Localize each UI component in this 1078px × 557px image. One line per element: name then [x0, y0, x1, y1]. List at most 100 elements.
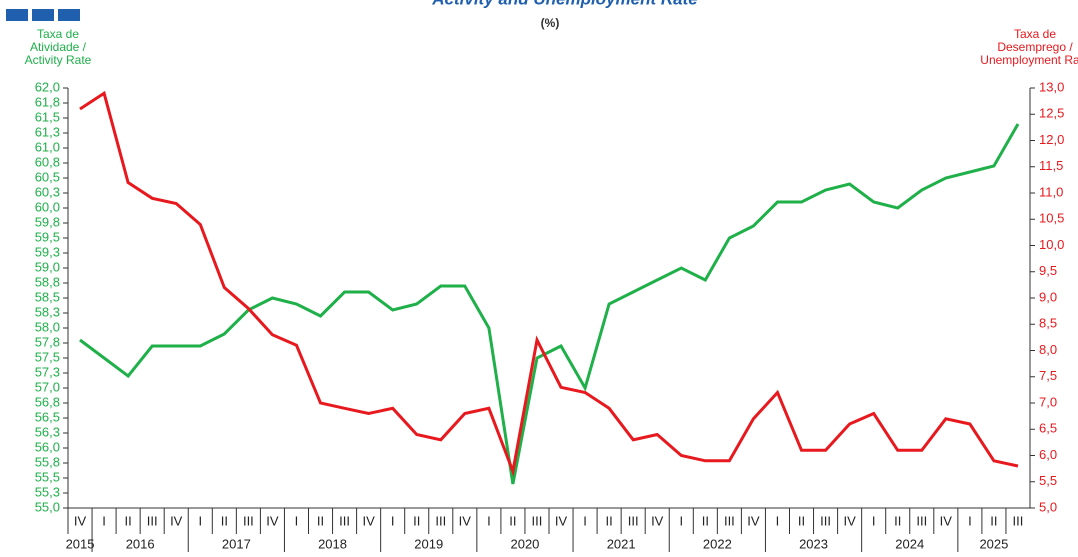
- x-tick-label: I: [295, 513, 299, 528]
- y-tick-label: 59,5: [35, 229, 60, 244]
- y2-tick-label: 12,0: [1039, 132, 1064, 147]
- x-tick-label: IV: [940, 513, 953, 528]
- x-tick-label: I: [872, 513, 876, 528]
- x-tick-label: III: [1013, 513, 1024, 528]
- x-tick-label: I: [198, 513, 202, 528]
- x-tick-label: III: [820, 513, 831, 528]
- x-group-label: 2020: [510, 536, 539, 551]
- x-tick-label: III: [724, 513, 735, 528]
- y2-axis-label: Unemployment Rate: [980, 53, 1078, 67]
- y-tick-label: 57,3: [35, 364, 60, 379]
- y2-tick-label: 5,5: [1039, 473, 1057, 488]
- x-tick-label: I: [391, 513, 395, 528]
- x-tick-label: IV: [74, 513, 87, 528]
- x-tick-label: III: [339, 513, 350, 528]
- x-tick-label: III: [243, 513, 254, 528]
- x-group-label: 2016: [126, 536, 155, 551]
- y2-tick-label: 10,0: [1039, 237, 1064, 252]
- x-group-label: 2023: [799, 536, 828, 551]
- y-tick-label: 56,8: [35, 394, 60, 409]
- x-tick-label: II: [606, 513, 613, 528]
- y-tick-label: 60,3: [35, 184, 60, 199]
- x-tick-label: IV: [555, 513, 568, 528]
- y2-tick-label: 5,0: [1039, 499, 1057, 514]
- x-group-label: 2021: [607, 536, 636, 551]
- logo-bar: [32, 9, 54, 21]
- y-axis-label: Atividade /: [30, 40, 87, 54]
- x-tick-label: II: [221, 513, 228, 528]
- x-tick-label: III: [532, 513, 543, 528]
- y-tick-label: 58,5: [35, 289, 60, 304]
- series-line: [79, 90, 1019, 477]
- x-group-label: 2019: [414, 536, 443, 551]
- y2-tick-label: 6,0: [1039, 447, 1057, 462]
- x-tick-label: II: [894, 513, 901, 528]
- y-tick-label: 57,5: [35, 349, 60, 364]
- y-tick-label: 59,8: [35, 214, 60, 229]
- y-tick-label: 60,5: [35, 169, 60, 184]
- y-tick-label: 61,5: [35, 109, 60, 124]
- x-tick-label: IV: [843, 513, 856, 528]
- y-tick-label: 58,8: [35, 274, 60, 289]
- series-line: [79, 123, 1020, 485]
- x-tick-label: III: [435, 513, 446, 528]
- y2-axis-label: Desemprego /: [997, 40, 1073, 54]
- y2-tick-label: 8,5: [1039, 316, 1057, 331]
- x-group-label: 2018: [318, 536, 347, 551]
- y2-tick-label: 9,5: [1039, 263, 1057, 278]
- y-tick-label: 61,0: [35, 139, 60, 154]
- x-tick-label: I: [679, 513, 683, 528]
- x-tick-label: I: [583, 513, 587, 528]
- y-tick-label: 55,3: [35, 484, 60, 499]
- y2-tick-label: 7,5: [1039, 368, 1057, 383]
- y2-tick-label: 12,5: [1039, 106, 1064, 121]
- x-tick-label: IV: [747, 513, 760, 528]
- y-tick-label: 56,5: [35, 409, 60, 424]
- y-tick-label: 57,8: [35, 334, 60, 349]
- x-group-label: 2025: [979, 536, 1008, 551]
- y-tick-label: 58,3: [35, 304, 60, 319]
- x-tick-label: II: [702, 513, 709, 528]
- x-tick-label: IV: [362, 513, 375, 528]
- y2-tick-label: 9,0: [1039, 289, 1057, 304]
- y-axis-label: Taxa de: [37, 27, 79, 41]
- x-tick-label: III: [916, 513, 927, 528]
- y-tick-label: 55,5: [35, 469, 60, 484]
- x-tick-label: II: [125, 513, 132, 528]
- y2-tick-label: 7,0: [1039, 394, 1057, 409]
- y-axis-label: Activity Rate: [25, 53, 92, 67]
- x-tick-label: IV: [651, 513, 664, 528]
- x-tick-label: II: [990, 513, 997, 528]
- x-group-label: 2015: [66, 536, 95, 551]
- x-group-label: 2024: [895, 536, 924, 551]
- y-tick-label: 60,8: [35, 154, 60, 169]
- x-group-label: 2022: [703, 536, 732, 551]
- y2-axis-label: Taxa de: [1014, 27, 1056, 41]
- y-tick-label: 59,3: [35, 244, 60, 259]
- x-tick-label: II: [317, 513, 324, 528]
- y-tick-label: 56,0: [35, 439, 60, 454]
- y-tick-label: 61,3: [35, 124, 60, 139]
- y-tick-label: 59,0: [35, 259, 60, 274]
- x-tick-label: IV: [266, 513, 279, 528]
- y2-tick-label: 10,5: [1039, 211, 1064, 226]
- logo-bar: [6, 9, 28, 21]
- x-group-label: 2017: [222, 536, 251, 551]
- y-tick-label: 57,0: [35, 379, 60, 394]
- y2-tick-label: 8,0: [1039, 342, 1057, 357]
- x-tick-label: III: [147, 513, 158, 528]
- y2-tick-label: 13,0: [1039, 79, 1064, 94]
- y-tick-label: 58,0: [35, 319, 60, 334]
- y-tick-label: 56,3: [35, 424, 60, 439]
- x-tick-label: I: [968, 513, 972, 528]
- chart-title: Activity and Unemployment Rate: [431, 0, 697, 8]
- y-tick-label: 55,0: [35, 499, 60, 514]
- x-tick-label: I: [102, 513, 106, 528]
- x-tick-label: II: [509, 513, 516, 528]
- y-tick-label: 62,0: [35, 79, 60, 94]
- x-tick-label: II: [413, 513, 420, 528]
- y2-tick-label: 11,5: [1039, 158, 1063, 173]
- x-tick-label: III: [628, 513, 639, 528]
